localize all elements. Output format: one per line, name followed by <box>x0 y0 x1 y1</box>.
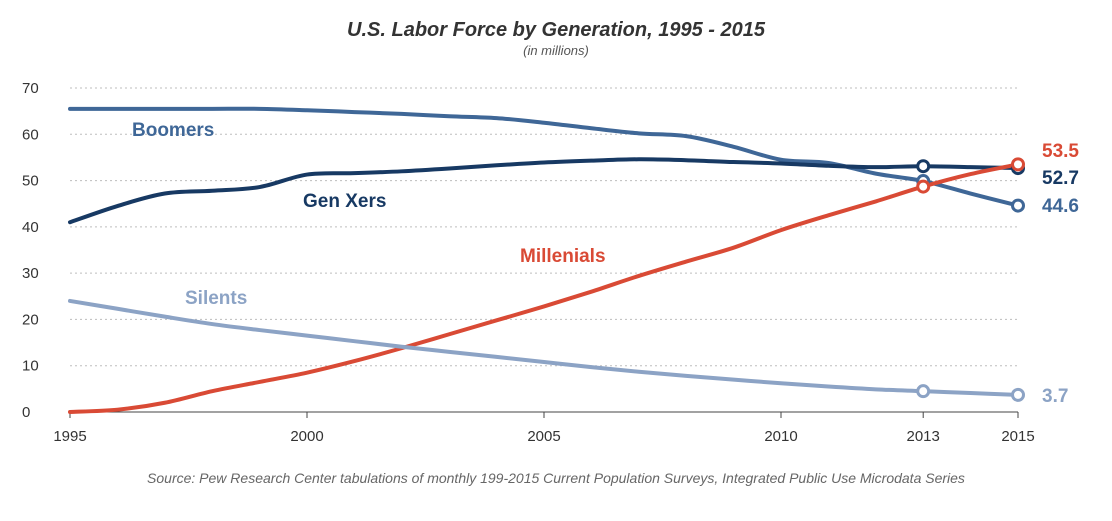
series-label-millenials: Millenials <box>520 246 606 267</box>
x-tick-label: 1995 <box>53 428 86 445</box>
series-line-gen-xers <box>68 157 1020 225</box>
axis-layer: 0 10 20 30 40 50 60 70 1995 2000 2005 2010 2013 2015 <box>22 80 1035 445</box>
end-value-label-silents: 3.7 <box>1042 386 1068 407</box>
end-value-label-boomers: 44.6 <box>1042 196 1079 217</box>
series-line-millenials <box>68 162 1020 414</box>
data-point-marker <box>1011 157 1025 172</box>
data-point-marker <box>916 384 931 399</box>
chart-source: Source: Pew Research Center tabulations … <box>147 470 965 486</box>
series-layer <box>68 106 1020 414</box>
label-layer: Boomers Gen Xers Millenials Silents 44.6 52.7… <box>132 120 1079 407</box>
data-point-marker <box>916 159 931 174</box>
series-label-gen-xers: Gen Xers <box>303 191 386 212</box>
x-tick-label: 2005 <box>527 428 560 445</box>
y-tick-label: 70 <box>22 80 39 97</box>
end-value-label-gen-xers: 52.7 <box>1042 168 1079 189</box>
data-point-marker <box>916 179 931 194</box>
y-tick-label: 10 <box>22 358 39 375</box>
x-tick-label: 2010 <box>764 428 797 445</box>
x-tick-label: 2000 <box>290 428 323 445</box>
y-tick-label: 50 <box>22 173 39 190</box>
series-label-silents: Silents <box>185 288 247 309</box>
x-tick-label: 2015 <box>1001 428 1034 445</box>
marker-layer <box>916 157 1025 402</box>
data-point-marker <box>1011 387 1025 402</box>
chart-subtitle: (in millions) <box>523 43 589 58</box>
data-point-marker <box>1011 198 1025 213</box>
y-tick-label: 0 <box>22 404 30 421</box>
y-tick-label: 20 <box>22 311 39 328</box>
y-tick-label: 30 <box>22 265 39 282</box>
series-label-boomers: Boomers <box>132 120 214 141</box>
chart-title: U.S. Labor Force by Generation, 1995 - 2… <box>347 19 766 41</box>
y-tick-label: 40 <box>22 219 39 236</box>
x-tick-label: 2013 <box>907 428 940 445</box>
series-line-boomers <box>68 106 1020 208</box>
grid-layer <box>70 87 1018 367</box>
series-line-silents <box>68 298 1020 397</box>
end-value-label-millenials: 53.5 <box>1042 141 1079 162</box>
y-tick-label: 60 <box>22 126 39 143</box>
